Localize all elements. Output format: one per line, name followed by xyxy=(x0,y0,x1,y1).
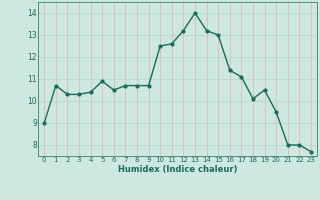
X-axis label: Humidex (Indice chaleur): Humidex (Indice chaleur) xyxy=(118,165,237,174)
